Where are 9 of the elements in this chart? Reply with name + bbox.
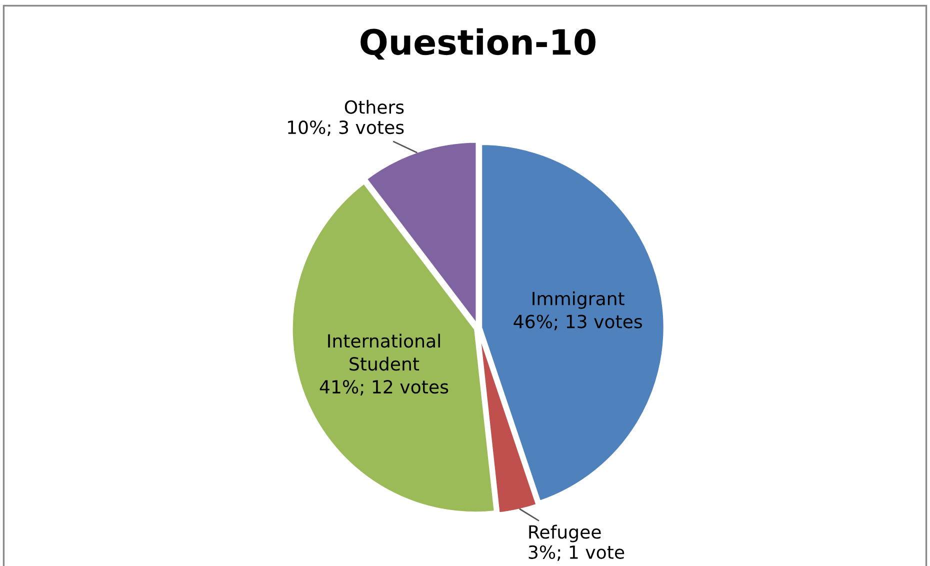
slice-label: Immigrant	[532, 291, 624, 309]
data-label: 46%; 13 votes	[514, 314, 642, 330]
slice-label: Refugee	[529, 524, 601, 542]
data-label: 41%; 12 votes	[320, 380, 448, 396]
chart-title: Question-10	[360, 28, 596, 60]
slice-label: International Student	[328, 334, 440, 371]
data-label: 10%; 3 votes	[288, 120, 404, 136]
data-label: 3%; 1 vote	[528, 545, 624, 561]
slice-label: Others	[344, 100, 404, 114]
